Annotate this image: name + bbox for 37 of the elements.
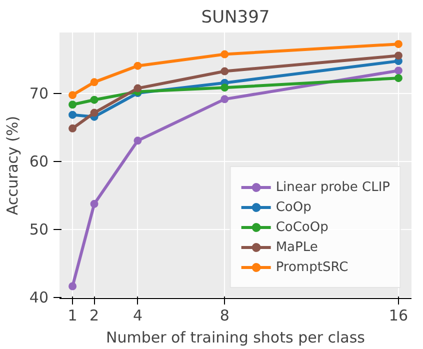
y-tick-label: 40	[29, 288, 49, 307]
point	[68, 110, 77, 119]
point	[220, 50, 229, 58]
y-tick-label: 60	[29, 152, 49, 171]
point	[68, 282, 77, 290]
point	[220, 84, 229, 92]
point	[394, 52, 402, 60]
point	[90, 96, 98, 104]
x-tick-label: 16	[388, 306, 408, 324]
legend-label: MaPLe	[276, 240, 318, 254]
point	[134, 62, 142, 70]
point	[134, 136, 142, 145]
point	[394, 40, 402, 48]
point	[68, 100, 77, 109]
y-tick-label: 70	[29, 84, 49, 103]
legend-label: Linear probe CLIP	[276, 180, 390, 194]
chart-title: SUN397	[201, 8, 270, 28]
y-tick-label: 50	[29, 220, 49, 239]
point	[220, 95, 229, 104]
y-axis-title: Accuracy (%)	[3, 116, 22, 216]
point	[394, 74, 402, 82]
legend-label: PromptSRC	[276, 260, 348, 274]
point	[394, 66, 402, 75]
x-tick-label: 4	[132, 306, 142, 324]
point	[90, 108, 98, 117]
point	[220, 67, 229, 76]
point	[90, 200, 98, 208]
x-tick-label: 2	[89, 306, 100, 324]
point	[68, 91, 77, 100]
x-tick-label: 1	[68, 306, 78, 324]
legend-label: CoOp	[276, 200, 312, 214]
point	[68, 124, 77, 132]
legend-label: CoCoOp	[276, 220, 328, 234]
point	[134, 84, 142, 92]
point	[90, 78, 98, 86]
x-tick-label: 8	[220, 306, 230, 324]
x-axis-title: Number of training shots per class	[106, 328, 366, 346]
